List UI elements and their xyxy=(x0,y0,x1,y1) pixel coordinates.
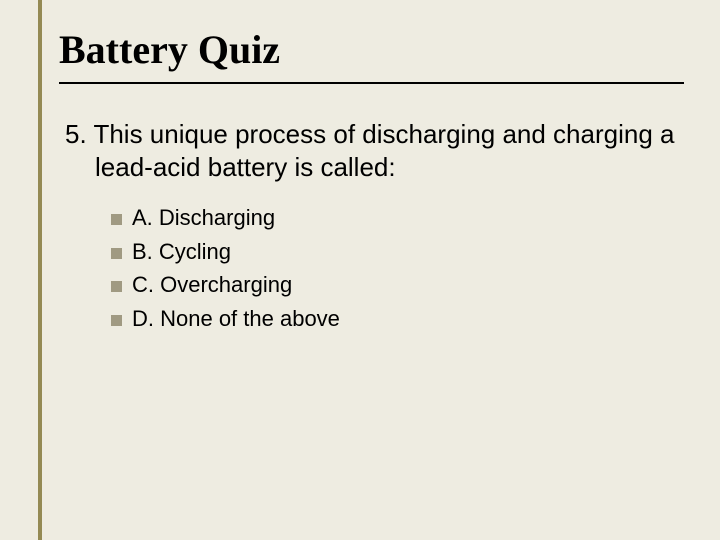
square-bullet-icon xyxy=(111,214,122,225)
option-item: D. None of the above xyxy=(111,302,680,336)
option-item: C. Overcharging xyxy=(111,268,680,302)
option-label: C. Overcharging xyxy=(132,272,292,297)
option-label: A. Discharging xyxy=(132,205,275,230)
question-number: 5. xyxy=(65,119,87,149)
option-item: A. Discharging xyxy=(111,201,680,235)
content-area: Battery Quiz 5. This unique process of d… xyxy=(59,28,680,336)
options-list: A. Discharging B. Cycling C. Overchargin… xyxy=(59,201,680,336)
title-divider xyxy=(59,82,684,84)
question-block: 5. This unique process of discharging an… xyxy=(59,118,680,183)
square-bullet-icon xyxy=(111,248,122,259)
question-text: 5. This unique process of discharging an… xyxy=(65,118,680,183)
option-label: B. Cycling xyxy=(132,239,231,264)
slide: Battery Quiz 5. This unique process of d… xyxy=(0,0,720,540)
question-body: This unique process of discharging and c… xyxy=(93,119,674,182)
slide-title: Battery Quiz xyxy=(59,28,680,72)
square-bullet-icon xyxy=(111,281,122,292)
option-item: B. Cycling xyxy=(111,235,680,269)
accent-vertical-line xyxy=(38,0,42,540)
square-bullet-icon xyxy=(111,315,122,326)
option-label: D. None of the above xyxy=(132,306,340,331)
